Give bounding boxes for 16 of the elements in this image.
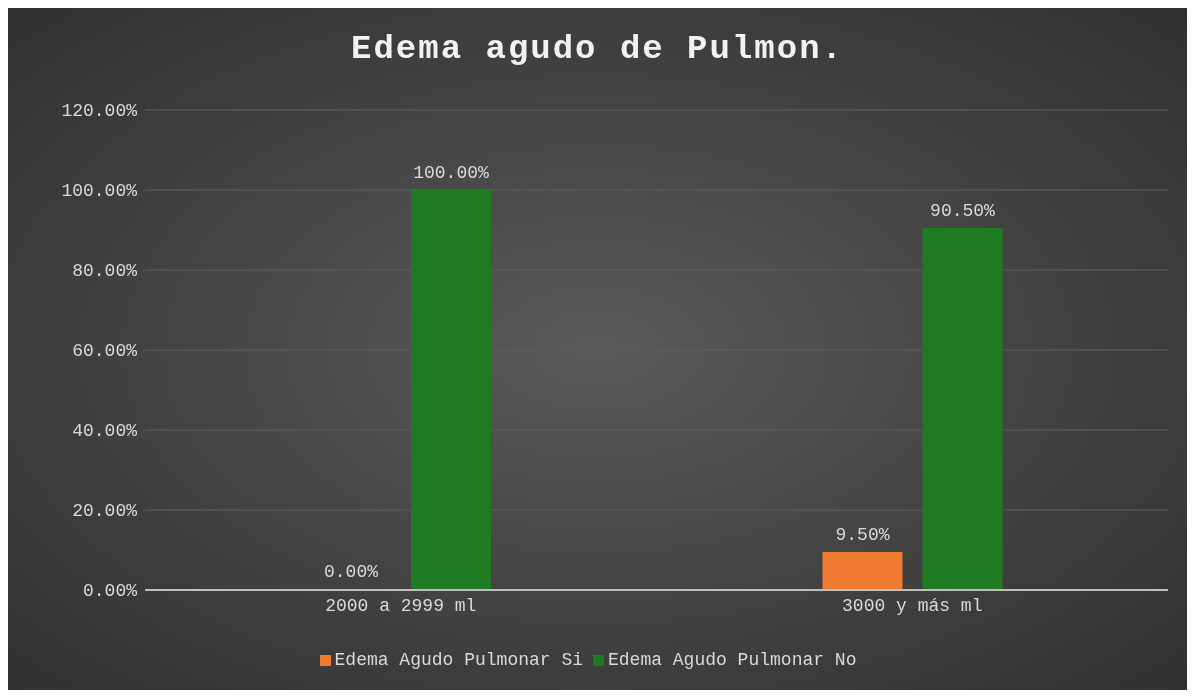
y-tick-label: 40.00%: [72, 421, 138, 442]
data-label: 100.00%: [413, 163, 489, 183]
x-tick-label: 2000 a 2999 ml: [325, 595, 477, 616]
data-label: 0.00%: [323, 562, 379, 582]
y-tick-label: 120.00%: [61, 101, 138, 122]
x-tick-label: 3000 y más ml: [842, 595, 983, 616]
data-label: 90.50%: [930, 201, 996, 221]
y-tick-label: 0.00%: [82, 581, 138, 602]
y-tick-label: 100.00%: [61, 181, 138, 202]
y-tick-label: 80.00%: [72, 261, 138, 282]
y-tick-label: 20.00%: [72, 501, 138, 522]
y-tick-label: 60.00%: [72, 341, 138, 362]
data-label: 9.50%: [835, 525, 890, 545]
legend-label: Edema Agudo Pulmonar Si: [334, 650, 583, 670]
chart-title: Edema agudo de Pulmon.: [350, 30, 845, 68]
legend-label: Edema Agudo Pulmonar No: [608, 650, 857, 670]
